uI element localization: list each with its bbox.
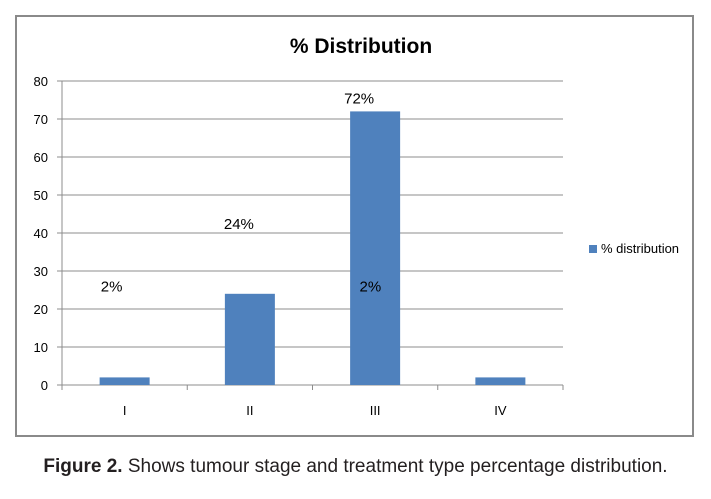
data-label: 72% — [344, 90, 374, 107]
legend: % distribution — [589, 241, 679, 256]
legend-label: % distribution — [601, 241, 679, 256]
y-tick-label: 20 — [34, 302, 48, 317]
caption-text: Shows tumour stage and treatment type pe… — [122, 456, 668, 477]
x-tick-label: III — [370, 403, 381, 418]
caption-label: Figure 2. — [43, 456, 123, 477]
bars — [99, 111, 526, 386]
y-tick-label: 0 — [41, 378, 48, 393]
bar-III — [350, 111, 401, 386]
y-tick-label: 30 — [34, 264, 48, 279]
x-tick-label: II — [246, 403, 253, 418]
bar-IV — [475, 377, 526, 385]
data-labels: 2% 24% 72% 2% — [101, 90, 381, 295]
x-tick-label: IV — [494, 403, 507, 418]
y-tick-label: 80 — [34, 74, 48, 89]
data-label: 2% — [360, 278, 382, 295]
y-tick-label: 70 — [34, 112, 48, 127]
bar-II — [224, 293, 275, 385]
figure-caption: Figure 2. Shows tumour stage and treatme… — [0, 456, 711, 478]
y-tick-label: 10 — [34, 340, 48, 355]
chart-title: % Distribution — [290, 35, 432, 58]
bar-I — [99, 377, 150, 385]
y-tick-label: 40 — [34, 226, 48, 241]
y-tick-label: 60 — [34, 150, 48, 165]
data-label: 2% — [101, 278, 123, 295]
x-tick-label: I — [123, 403, 127, 418]
data-label: 24% — [224, 216, 254, 233]
gridlines — [62, 80, 563, 348]
y-tick-label: 50 — [34, 188, 48, 203]
legend-swatch — [589, 245, 597, 253]
